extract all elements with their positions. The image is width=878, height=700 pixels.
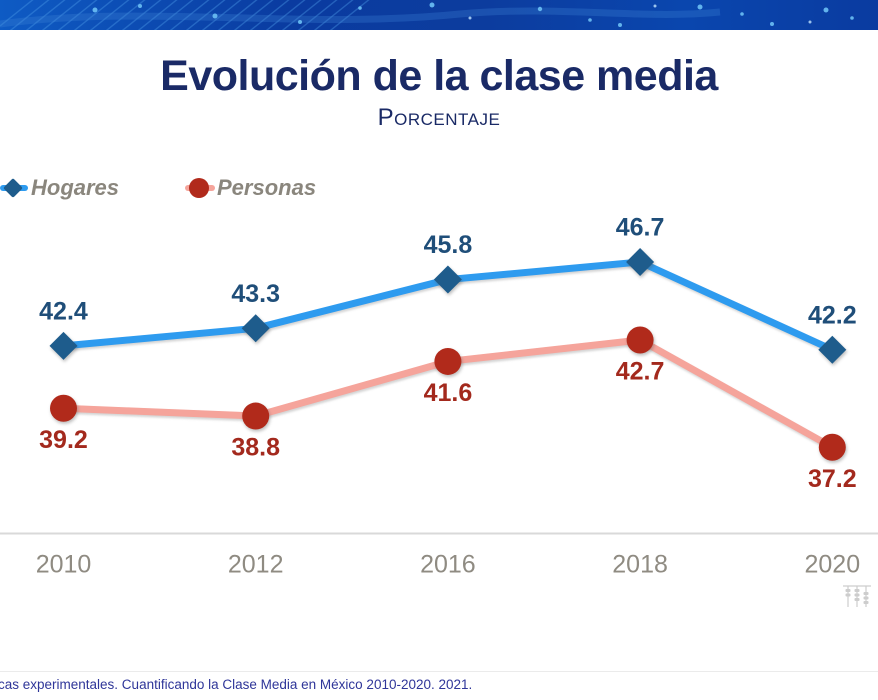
data-label-personas-2010: 39.2 bbox=[39, 426, 88, 454]
banner-tech-pattern bbox=[0, 0, 854, 30]
x-axis-tick-label-2020: 2020 bbox=[804, 551, 860, 579]
data-point-personas-2012 bbox=[242, 402, 270, 430]
x-axis-tick-label-2012: 2012 bbox=[228, 551, 284, 579]
x-axis-tick-label-2010: 2010 bbox=[36, 551, 92, 579]
page-title: Evolución de la clase media bbox=[160, 52, 718, 100]
data-label-hogares-2012: 43.3 bbox=[231, 280, 280, 308]
legend-label-personas: Personas bbox=[217, 175, 317, 200]
data-label-personas-2018: 42.7 bbox=[616, 358, 665, 386]
data-point-hogares-2018 bbox=[626, 248, 655, 276]
data-point-hogares-2012 bbox=[241, 314, 270, 343]
data-label-personas-2012: 38.8 bbox=[231, 434, 280, 462]
data-point-hogares-2016 bbox=[433, 265, 462, 294]
data-label-personas-2016: 41.6 bbox=[424, 379, 473, 407]
x-axis-tick-label-2016: 2016 bbox=[420, 551, 476, 579]
data-point-personas-2018 bbox=[626, 326, 654, 354]
page-subtitle: Porcentaje bbox=[377, 104, 501, 131]
inegi-abacus-logo-icon bbox=[843, 585, 871, 607]
chart-legend: Hogares Personas bbox=[0, 174, 878, 202]
header-banner bbox=[0, 0, 878, 30]
data-point-hogares-2020 bbox=[818, 335, 847, 364]
data-point-personas-2020 bbox=[818, 433, 846, 461]
footer-divider bbox=[0, 671, 878, 672]
data-point-personas-2016 bbox=[434, 347, 462, 375]
legend-label-hogares: Hogares bbox=[31, 175, 120, 200]
data-label-hogares-2020: 42.2 bbox=[808, 301, 857, 329]
data-label-hogares-2018: 46.7 bbox=[616, 214, 665, 242]
x-axis-tick-label-2018: 2018 bbox=[612, 551, 668, 579]
personas-circle-icon bbox=[189, 178, 209, 198]
data-point-personas-2010 bbox=[50, 394, 77, 422]
data-label-personas-2020: 37.2 bbox=[808, 465, 857, 493]
data-label-hogares-2010: 42.4 bbox=[39, 297, 88, 325]
data-label-hogares-2016: 45.8 bbox=[424, 231, 473, 259]
source-footnote: cas experimentales. Cuantificando la Cla… bbox=[0, 677, 473, 692]
data-point-hogares-2010 bbox=[49, 331, 78, 360]
